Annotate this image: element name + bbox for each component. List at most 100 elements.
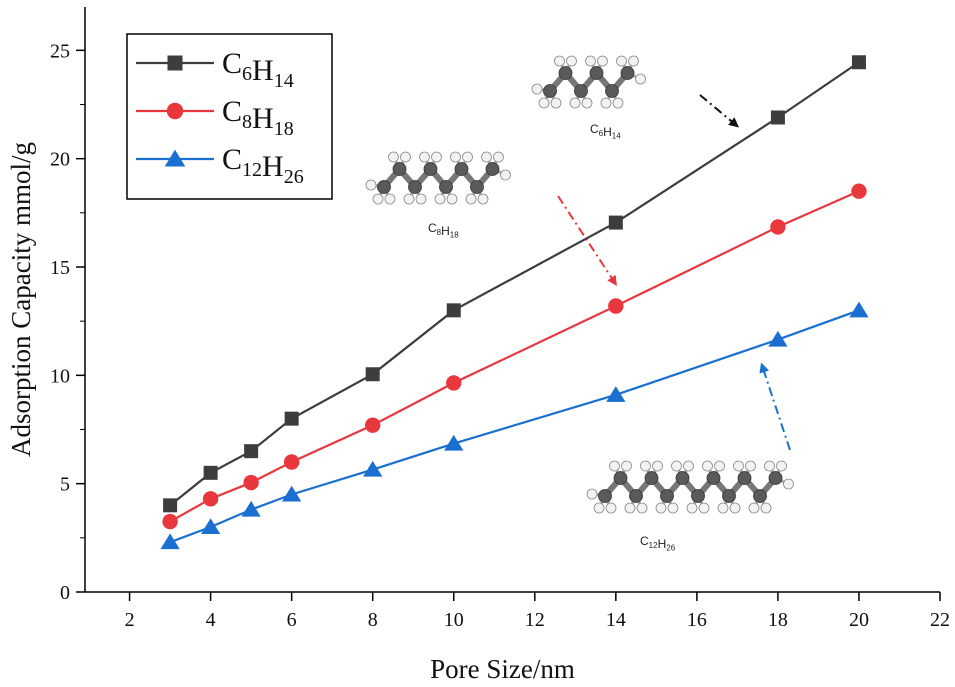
hydrogen-atom bbox=[531, 83, 543, 95]
carbon-atom bbox=[629, 489, 643, 503]
hydrogen-atom bbox=[717, 502, 729, 514]
carbon-atom bbox=[485, 162, 500, 176]
carbon-atom bbox=[439, 180, 453, 194]
hydrogen-atom bbox=[431, 151, 442, 163]
hydrogen-atom bbox=[698, 502, 710, 514]
hydrogen-atom bbox=[446, 193, 458, 205]
arrow-c12h26 bbox=[759, 362, 791, 451]
data-point-c8h18 bbox=[770, 219, 786, 235]
data-point-c12h26 bbox=[200, 518, 221, 534]
carbon-atom bbox=[722, 489, 736, 503]
data-point-c8h18 bbox=[162, 513, 178, 530]
hydrogen-atom bbox=[585, 55, 596, 67]
legend-box bbox=[126, 33, 333, 200]
carbon-atom bbox=[408, 180, 422, 194]
hydrogen-atom bbox=[600, 97, 612, 109]
legend-marker-c8h18 bbox=[166, 102, 184, 120]
data-point-c6h14 bbox=[608, 215, 623, 230]
molecule-c8h18 bbox=[365, 151, 511, 205]
carbon-atom bbox=[644, 471, 659, 485]
y-tick-label: 15 bbox=[50, 257, 70, 279]
hydrogen-atom bbox=[500, 169, 511, 181]
y-tick-label: 0 bbox=[60, 582, 70, 604]
legend-marker-c6h14 bbox=[167, 55, 183, 71]
x-tick-label: 2 bbox=[125, 609, 135, 631]
hydrogen-atom bbox=[624, 502, 636, 514]
carbon-atom bbox=[454, 162, 469, 176]
carbon-atom bbox=[574, 84, 588, 98]
x-tick-label: 8 bbox=[368, 609, 378, 631]
hydrogen-atom bbox=[554, 55, 565, 67]
carbon-atom bbox=[768, 471, 783, 485]
carbon-atom bbox=[691, 489, 705, 503]
data-point-c6h14 bbox=[446, 303, 461, 318]
axes: 2 4 6 8 10 12 14 16 18 20 22 0 5 10 15 20 25 Pore Size/nm… bbox=[6, 7, 950, 684]
y-tick-label: 10 bbox=[50, 365, 70, 387]
arrow-c6h14 bbox=[699, 94, 739, 128]
hydrogen-atom bbox=[462, 151, 473, 163]
hydrogen-atom bbox=[702, 460, 713, 472]
carbon-atom bbox=[589, 66, 604, 80]
legend-label-c6h14: C6H14 bbox=[222, 47, 294, 92]
carbon-atom bbox=[737, 471, 752, 485]
carbon-atom bbox=[543, 84, 557, 98]
x-axis-title: Pore Size/nm bbox=[430, 654, 575, 684]
carbon-atom bbox=[558, 66, 573, 80]
x-tick-label: 12 bbox=[525, 609, 545, 631]
carbon-atom bbox=[470, 180, 484, 194]
molecule-label-c8h18: C8H18 bbox=[428, 221, 459, 240]
legend-label-c12h26: C12H26 bbox=[222, 143, 304, 188]
hydrogen-atom bbox=[671, 460, 682, 472]
data-point-c6h14 bbox=[770, 110, 785, 125]
data-point-c8h18 bbox=[608, 298, 624, 314]
carbon-atom bbox=[706, 471, 721, 485]
carbon-atom bbox=[605, 84, 619, 98]
x-tick-label: 10 bbox=[444, 609, 464, 631]
hydrogen-atom bbox=[581, 97, 593, 109]
data-point-c12h26 bbox=[768, 330, 788, 347]
series-c6h14 bbox=[163, 55, 866, 513]
data-point-c12h26 bbox=[282, 485, 302, 502]
hydrogen-atom bbox=[481, 151, 492, 163]
hydrogen-atom bbox=[434, 193, 446, 205]
hydrogen-atom bbox=[605, 502, 617, 514]
hydrogen-atom bbox=[748, 502, 760, 514]
hydrogen-atom bbox=[403, 193, 415, 205]
molecule-c6h14 bbox=[531, 55, 646, 109]
x-tick-label: 18 bbox=[768, 609, 788, 631]
data-point-c6h14 bbox=[284, 411, 299, 426]
data-point-c8h18 bbox=[202, 491, 219, 507]
hydrogen-atom bbox=[714, 460, 725, 472]
hydrogen-atom bbox=[384, 193, 396, 205]
hydrogen-atom bbox=[729, 502, 741, 514]
data-point-c12h26 bbox=[606, 386, 626, 402]
carbon-atom bbox=[753, 489, 767, 503]
carbon-atom bbox=[675, 471, 690, 485]
hydrogen-atom bbox=[477, 193, 489, 205]
hydrogen-atom bbox=[616, 55, 627, 67]
data-point-c8h18 bbox=[446, 375, 462, 391]
hydrogen-atom bbox=[450, 151, 461, 163]
hydrogen-atom bbox=[667, 502, 679, 514]
y-axis-title: Adsorption Capacity mmol/g bbox=[6, 142, 36, 457]
data-point-c12h26 bbox=[849, 301, 869, 318]
hydrogen-atom bbox=[566, 55, 577, 67]
legend-marker-c12h26 bbox=[164, 149, 186, 167]
hydrogen-atom bbox=[586, 488, 598, 500]
hydrogen-atom bbox=[655, 502, 667, 514]
hydrogen-atom bbox=[388, 151, 399, 163]
hydrogen-atom bbox=[609, 460, 620, 472]
hydrogen-atom bbox=[628, 55, 639, 67]
hydrogen-atom bbox=[745, 460, 756, 472]
data-point-c8h18 bbox=[283, 454, 300, 470]
hydrogen-atom bbox=[550, 97, 562, 109]
hydrogen-atom bbox=[493, 151, 504, 163]
hydrogen-atom bbox=[683, 460, 694, 472]
series-c12h26 bbox=[160, 301, 869, 550]
carbon-atom bbox=[392, 162, 407, 176]
molecule-label-c12h26: C12H26 bbox=[640, 534, 676, 553]
x-tick-label: 6 bbox=[287, 609, 297, 631]
hydrogen-atom bbox=[686, 502, 698, 514]
